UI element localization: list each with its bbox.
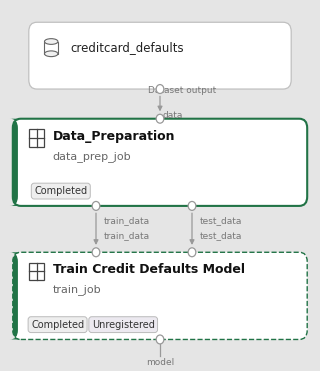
Ellipse shape xyxy=(44,51,58,57)
Text: train_data: train_data xyxy=(103,231,149,240)
FancyBboxPatch shape xyxy=(13,252,307,339)
Text: Completed: Completed xyxy=(34,186,87,196)
FancyBboxPatch shape xyxy=(29,22,291,89)
FancyBboxPatch shape xyxy=(10,252,21,339)
Circle shape xyxy=(92,248,100,257)
Text: model: model xyxy=(146,358,174,367)
Text: Dataset output: Dataset output xyxy=(148,86,217,95)
Text: test_data: test_data xyxy=(200,216,242,226)
Text: Data_Preparation: Data_Preparation xyxy=(53,129,175,143)
Bar xyxy=(29,263,44,280)
Text: train_data: train_data xyxy=(103,216,149,226)
Text: Train Credit Defaults Model: Train Credit Defaults Model xyxy=(53,263,245,276)
FancyBboxPatch shape xyxy=(10,119,21,206)
Bar xyxy=(44,42,58,54)
Circle shape xyxy=(188,201,196,210)
Text: creditcard_defaults: creditcard_defaults xyxy=(70,41,184,54)
Circle shape xyxy=(92,201,100,210)
Text: Completed: Completed xyxy=(31,320,84,330)
Text: Unregistered: Unregistered xyxy=(92,320,155,330)
Text: test_data: test_data xyxy=(200,231,242,240)
Circle shape xyxy=(156,335,164,344)
FancyBboxPatch shape xyxy=(13,119,307,206)
Text: data: data xyxy=(163,111,183,119)
Circle shape xyxy=(156,114,164,123)
Ellipse shape xyxy=(44,39,58,45)
Circle shape xyxy=(156,85,164,93)
Text: train_job: train_job xyxy=(53,284,101,295)
Bar xyxy=(29,129,44,147)
Circle shape xyxy=(188,248,196,257)
Text: data_prep_job: data_prep_job xyxy=(53,151,132,162)
